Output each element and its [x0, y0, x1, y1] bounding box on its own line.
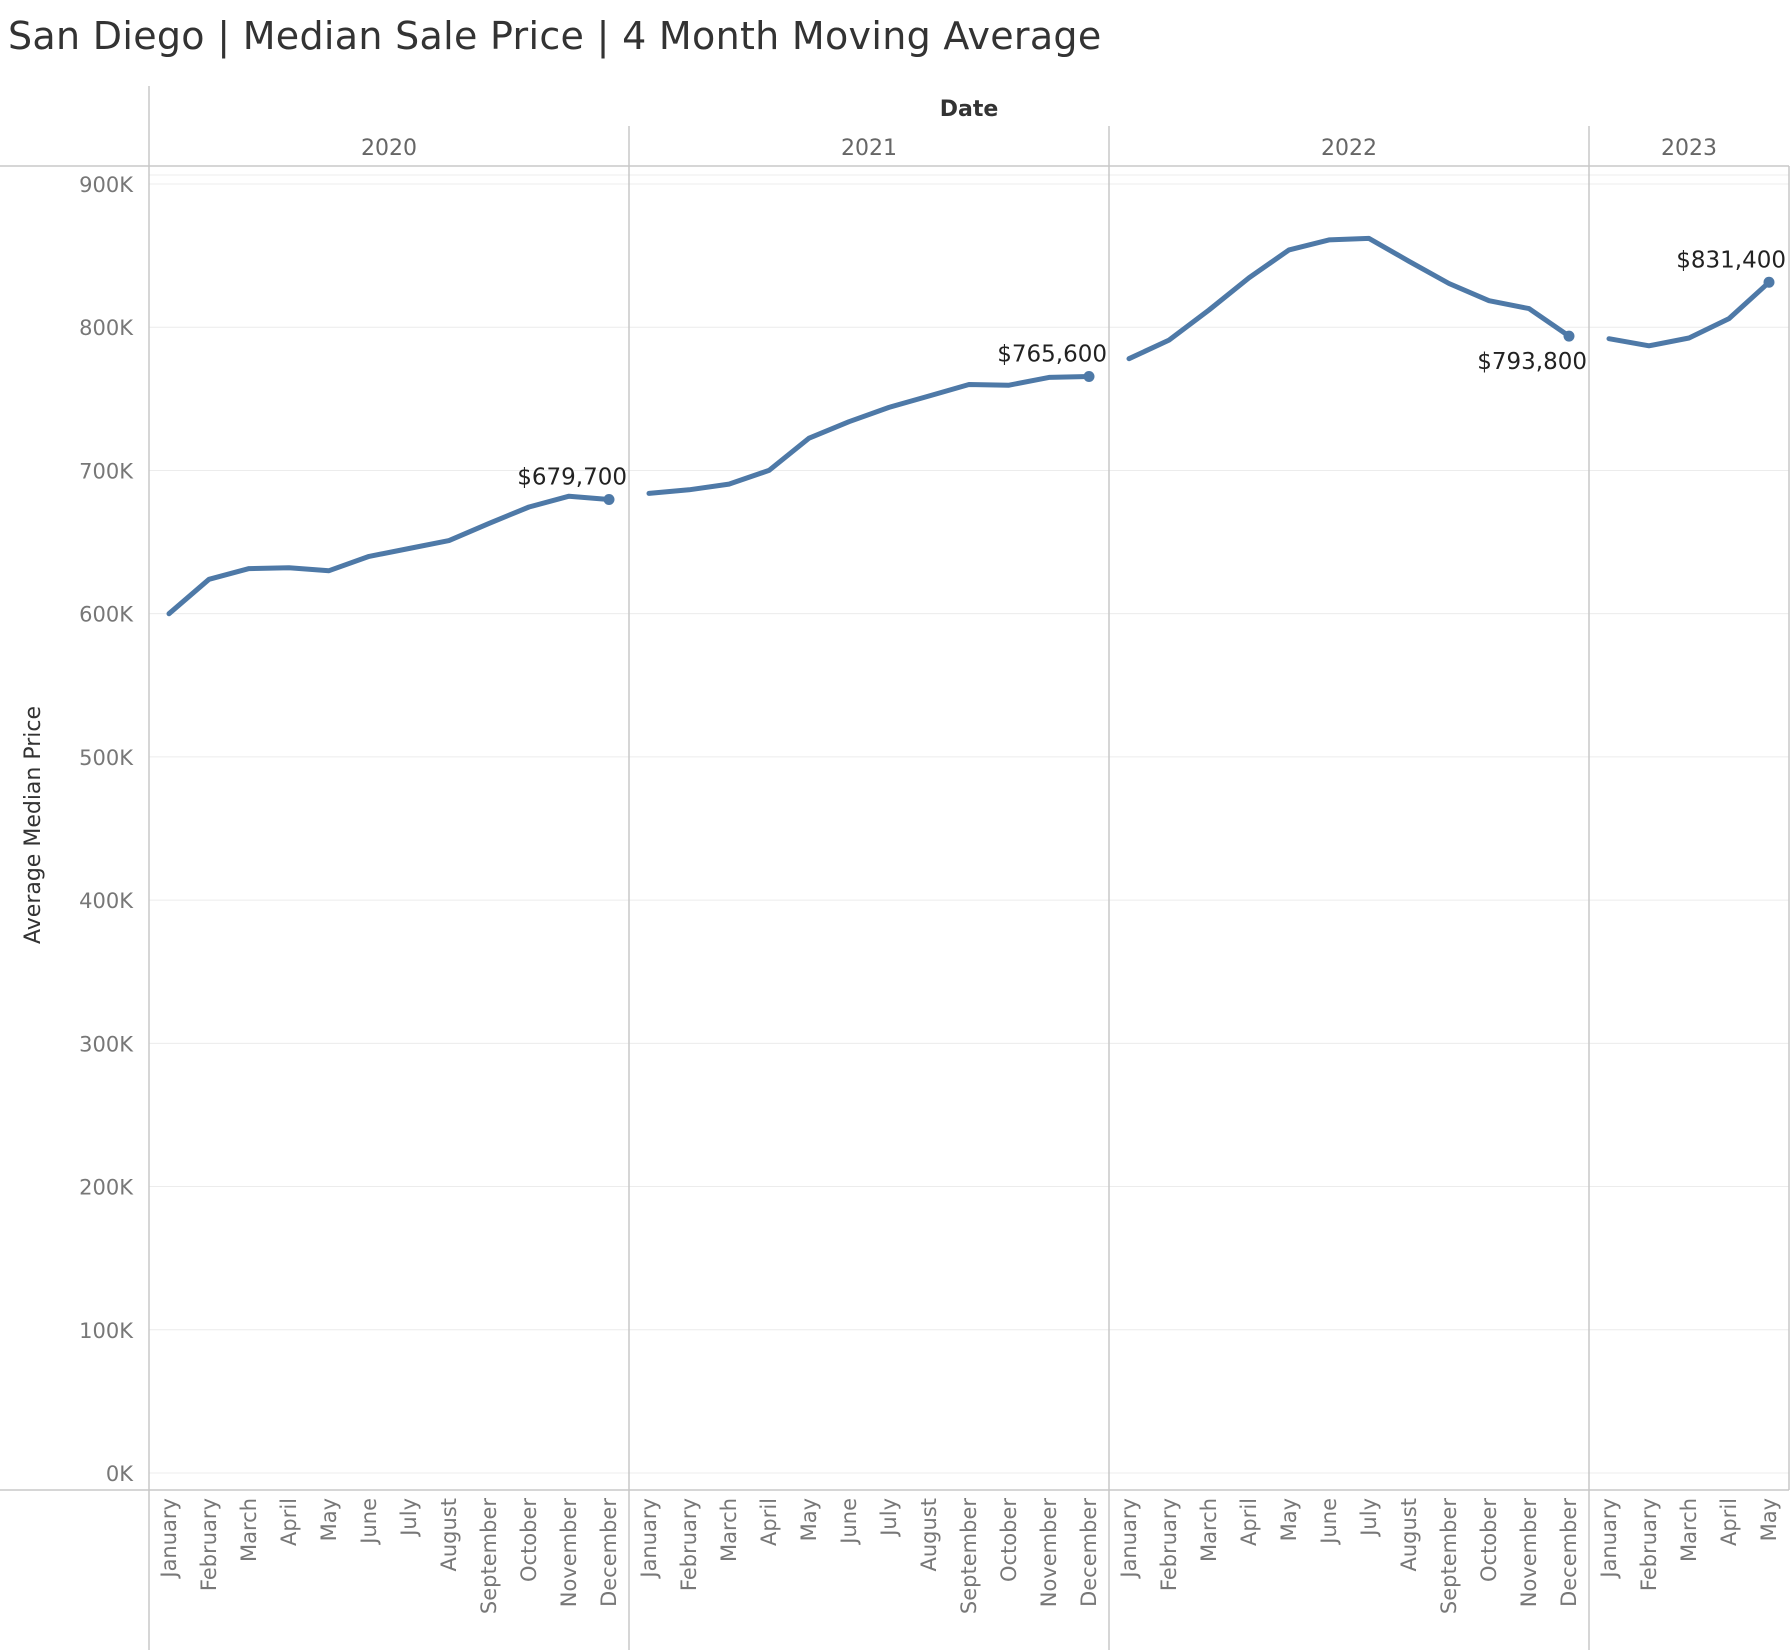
year-header-2020: 2020	[361, 136, 417, 161]
y-axis-label: Average Median Price	[21, 706, 46, 944]
month-label: July	[877, 1498, 901, 1538]
month-label: July	[397, 1498, 421, 1538]
month-axis: January February March April May June July Augu…	[157, 1498, 1781, 1614]
series-line-2020	[166, 493, 612, 617]
month-label: January	[637, 1498, 661, 1580]
month-label: March	[1197, 1498, 1221, 1562]
month-label: May	[797, 1498, 821, 1541]
month-label: April	[1717, 1498, 1741, 1546]
year-headers: 2020 2021 2022 2023	[361, 136, 1717, 161]
series-lines	[166, 235, 1772, 617]
y-tick-label: 500K	[79, 746, 134, 770]
month-label: June	[1317, 1498, 1341, 1546]
y-tick-label: 800K	[79, 316, 134, 340]
month-label: June	[357, 1498, 381, 1546]
year-header-2021: 2021	[841, 136, 897, 161]
month-label: February	[1637, 1498, 1661, 1591]
y-tick-label: 700K	[79, 459, 134, 483]
month-label: May	[1757, 1498, 1781, 1541]
month-label: March	[237, 1498, 261, 1562]
series-line-2023	[1606, 279, 1772, 349]
month-label: March	[1677, 1498, 1701, 1562]
y-tick-label: 0K	[106, 1462, 134, 1486]
month-label: May	[1277, 1498, 1301, 1541]
month-label: July	[1357, 1498, 1381, 1538]
month-label: March	[717, 1498, 741, 1562]
month-label: September	[1437, 1498, 1461, 1614]
data-label-2020: $679,700	[517, 465, 627, 491]
gridlines	[149, 174, 1789, 1474]
month-label: November	[1517, 1498, 1541, 1608]
month-label: April	[757, 1498, 781, 1546]
month-label: August	[917, 1498, 941, 1572]
series-line-2021	[646, 374, 1092, 496]
series-line-2022	[1126, 235, 1572, 362]
month-label: September	[957, 1498, 981, 1614]
data-labels: $679,700 $765,600 $793,800 $831,400	[517, 247, 1786, 490]
month-label: June	[837, 1498, 861, 1546]
y-tick-label: 900K	[79, 173, 134, 197]
month-label: February	[1157, 1498, 1181, 1591]
month-label: January	[157, 1498, 181, 1580]
y-tick-label: 200K	[79, 1176, 134, 1200]
month-label: April	[277, 1498, 301, 1546]
month-label: October	[517, 1498, 541, 1582]
chart-frame	[0, 86, 1790, 1650]
month-label: December	[1077, 1498, 1101, 1607]
end-point-2022	[1563, 330, 1575, 342]
month-label: September	[477, 1498, 501, 1614]
month-label: February	[197, 1498, 221, 1591]
month-label: October	[997, 1498, 1021, 1582]
month-label: April	[1237, 1498, 1261, 1546]
month-label: November	[557, 1498, 581, 1608]
month-label: August	[437, 1498, 461, 1572]
data-label-2021: $765,600	[997, 341, 1107, 367]
data-label-2022: $793,800	[1477, 349, 1587, 375]
month-label: January	[1117, 1498, 1141, 1580]
chart-title: San Diego | Median Sale Price | 4 Month …	[8, 14, 1102, 58]
year-header-2022: 2022	[1321, 136, 1377, 161]
data-label-2023: $831,400	[1676, 247, 1786, 273]
y-tick-label: 100K	[79, 1319, 134, 1343]
month-label: November	[1037, 1498, 1061, 1608]
end-points	[603, 276, 1775, 506]
month-label: February	[677, 1498, 701, 1591]
year-header-2023: 2023	[1661, 136, 1717, 161]
y-tick-label: 400K	[79, 889, 134, 913]
month-label: October	[1477, 1498, 1501, 1582]
column-header-date: Date	[940, 97, 999, 122]
y-tick-label: 600K	[79, 603, 134, 627]
end-point-2023	[1763, 276, 1775, 288]
month-label: December	[1557, 1498, 1581, 1607]
month-label: August	[1397, 1498, 1421, 1572]
y-axis-ticks: 0K 100K 200K 300K 400K 500K 600K 700K 800K 900K	[79, 173, 134, 1486]
month-label: January	[1597, 1498, 1621, 1580]
end-point-2020	[603, 494, 615, 506]
month-label: May	[317, 1498, 341, 1541]
month-label: December	[597, 1498, 621, 1607]
y-tick-label: 300K	[79, 1032, 134, 1056]
end-point-2021	[1083, 370, 1095, 382]
